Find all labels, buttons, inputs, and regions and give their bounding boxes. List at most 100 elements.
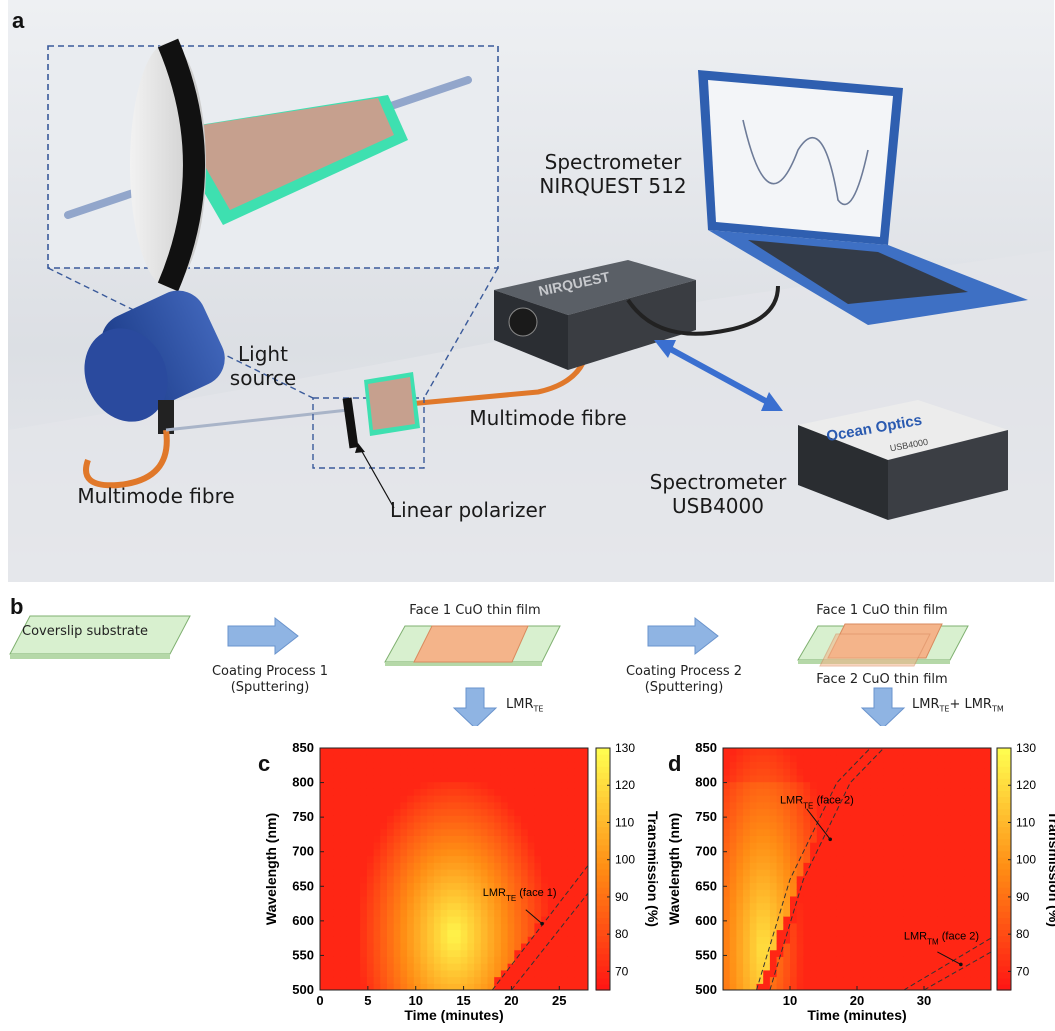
heatmap-cell xyxy=(500,983,509,990)
heatmap-cell xyxy=(937,929,945,937)
heatmap-cell xyxy=(527,889,535,897)
heatmap-cell xyxy=(360,842,368,850)
heatmap-cell xyxy=(407,922,415,931)
heatmap-cell xyxy=(427,916,435,924)
heatmap-cell xyxy=(340,909,348,917)
heatmap-cell xyxy=(326,835,334,843)
heatmap-cell xyxy=(977,882,985,890)
heatmap-cell xyxy=(850,929,858,937)
heatmap-cell xyxy=(897,835,905,843)
heatmap-cell xyxy=(433,889,442,897)
heatmap-cell xyxy=(756,781,764,789)
heatmap-cell xyxy=(454,855,462,863)
heatmap-cell xyxy=(877,895,885,904)
lmr-annotation: LMRTM (face 2) xyxy=(904,931,979,947)
heatmap-cell xyxy=(830,895,838,904)
heatmap-cell xyxy=(487,909,495,917)
heatmap-cell xyxy=(776,929,784,937)
heatmap-cell xyxy=(970,983,979,990)
heatmap-cell xyxy=(547,808,556,816)
heatmap-cell xyxy=(320,956,328,964)
heatmap-cell xyxy=(393,922,401,931)
heatmap-cell xyxy=(930,795,938,803)
heatmap-cell xyxy=(823,821,831,830)
heatmap-cell xyxy=(440,774,448,783)
heatmap-cell xyxy=(500,976,509,984)
heatmap-cell xyxy=(494,983,502,990)
heatmap-cell xyxy=(487,976,495,984)
heatmap-cell xyxy=(857,942,865,951)
heatmap-cell xyxy=(346,949,355,957)
heatmap-cell xyxy=(320,761,328,769)
x-axis-label: Time (minutes) xyxy=(404,1007,503,1023)
heatmap-cell xyxy=(970,842,979,850)
heatmap-cell xyxy=(346,875,355,884)
heatmap-cell xyxy=(474,949,482,957)
heatmap-cell xyxy=(581,875,588,884)
heatmap-cell xyxy=(433,922,442,931)
heatmap-cell xyxy=(863,942,871,951)
heatmap-cell xyxy=(547,781,556,789)
heatmap-cell xyxy=(796,895,804,904)
heatmap-cell xyxy=(366,848,375,857)
heatmap-cell xyxy=(743,956,751,964)
heatmap-cell xyxy=(353,781,361,789)
heatmap-cell xyxy=(420,916,428,924)
heatmap-cell xyxy=(507,788,515,796)
heatmap-cell xyxy=(857,983,865,990)
heatmap-cell xyxy=(500,801,509,810)
heatmap-cell xyxy=(514,869,522,877)
heatmap-cell xyxy=(769,754,778,763)
heatmap-cell xyxy=(366,781,375,789)
heatmap-cell xyxy=(763,929,771,937)
heatmap-cell xyxy=(944,781,952,789)
heatmap-cell xyxy=(413,835,422,843)
heatmap-cell xyxy=(743,795,751,803)
heatmap-cell xyxy=(810,788,818,796)
heatmap-cell xyxy=(984,882,991,890)
heatmap-cell xyxy=(326,983,334,990)
heatmap-cell xyxy=(883,969,892,978)
heatmap-cell xyxy=(326,916,334,924)
colorbar-frame xyxy=(595,747,611,991)
heatmap-cell xyxy=(729,936,737,944)
colorbar-cell xyxy=(596,766,610,773)
heatmap-cell xyxy=(521,828,529,836)
heatmap-cell xyxy=(494,869,502,877)
heatmap-cell xyxy=(574,761,582,769)
heatmap-cell xyxy=(924,969,932,978)
heatmap-cell xyxy=(803,835,811,843)
heatmap-cell xyxy=(380,835,388,843)
heatmap-cell xyxy=(360,848,368,857)
heatmap-cell xyxy=(803,929,811,937)
heatmap-cell xyxy=(723,875,731,884)
colorbar xyxy=(596,748,610,991)
heatmap-cell xyxy=(883,949,892,957)
heatmap-cell xyxy=(977,835,985,843)
heatmap-cell xyxy=(736,754,744,763)
heatmap-cell xyxy=(857,788,865,796)
heatmap-cell xyxy=(723,929,731,937)
heatmap-cell xyxy=(474,909,482,917)
heatmap-cell xyxy=(326,875,334,884)
heatmap-cell xyxy=(729,976,737,984)
heatmap-cell xyxy=(803,902,811,910)
heatmap-cell xyxy=(783,808,791,816)
heatmap-cell xyxy=(810,936,818,944)
heatmap-cell xyxy=(433,862,442,870)
heatmap-cell xyxy=(749,821,758,830)
heatmap-cell xyxy=(440,788,448,796)
heatmap-cell xyxy=(380,815,388,823)
heatmap-cell xyxy=(514,936,522,944)
heatmap-cell xyxy=(924,895,932,904)
heatmap-cell xyxy=(729,848,737,857)
heatmap-cell xyxy=(494,748,502,756)
heatmap-cell xyxy=(877,976,885,984)
heatmap-cell xyxy=(944,848,952,857)
heatmap-cell xyxy=(366,768,375,776)
heatmap-cell xyxy=(877,909,885,917)
heatmap-cell xyxy=(810,869,818,877)
heatmap-cell xyxy=(480,916,489,924)
heatmap-cell xyxy=(581,862,588,870)
heatmap-cell xyxy=(373,795,381,803)
